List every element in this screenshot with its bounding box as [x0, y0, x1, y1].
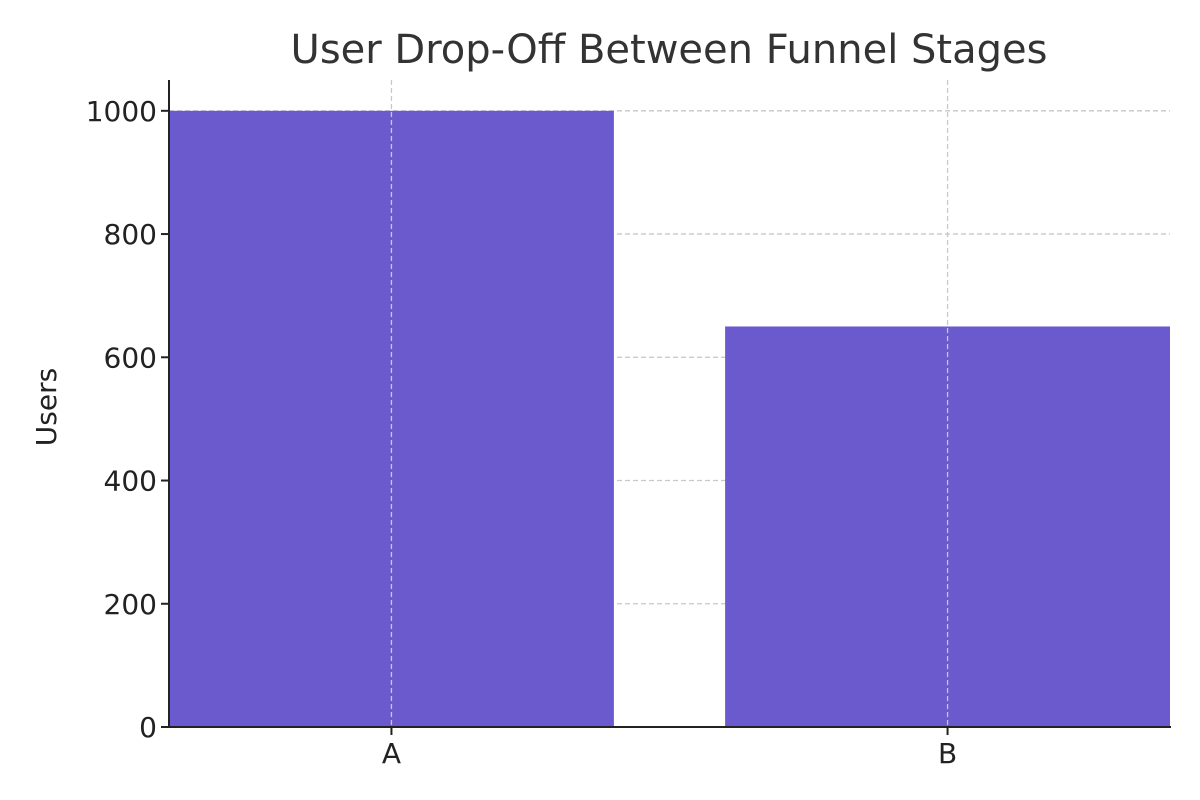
y-tick-label-1: 200	[104, 588, 157, 621]
y-tick-label-4: 800	[104, 218, 157, 251]
x-tick-label-B: B	[938, 737, 957, 770]
bars	[169, 110, 1170, 728]
y-tick-label-3: 600	[104, 341, 157, 374]
y-tick-label-2: 400	[104, 465, 157, 498]
y-tick-label-5: 1000	[86, 95, 157, 128]
y-ticks: 0 200 400 600 800 1000	[86, 95, 169, 744]
y-axis-label: Users	[30, 368, 63, 446]
y-tick-label-0: 0	[139, 711, 157, 744]
x-grid	[390, 80, 949, 727]
x-tick-label-A: A	[382, 737, 401, 770]
chart-title: User Drop-Off Between Funnel Stages	[291, 27, 1048, 73]
